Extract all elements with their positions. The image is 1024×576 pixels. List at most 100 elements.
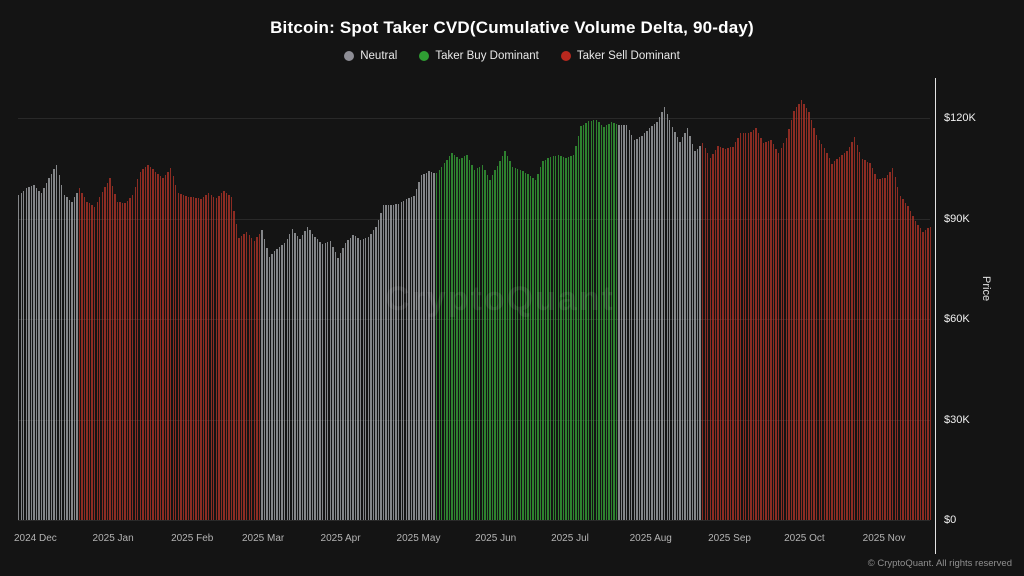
price-bar	[803, 104, 805, 520]
price-bar	[284, 243, 286, 520]
price-bar	[471, 164, 473, 520]
price-bar	[142, 169, 144, 520]
x-tick-label: 2025 May	[396, 533, 441, 544]
price-bar	[479, 166, 481, 520]
price-bar	[334, 252, 337, 520]
price-bar	[101, 191, 103, 520]
legend-label: Taker Buy Dominant	[435, 50, 539, 62]
price-bar	[491, 174, 494, 520]
price-bar	[828, 158, 831, 520]
price-bar	[147, 164, 149, 520]
legend-dot-icon	[344, 51, 355, 61]
price-bar	[527, 173, 529, 520]
price-bar	[826, 153, 828, 520]
copyright: © CryptoQuant. All rights reserved	[867, 558, 1012, 569]
price-bar	[58, 174, 60, 520]
price-bar	[271, 254, 273, 520]
price-bar	[717, 145, 719, 520]
price-bar	[666, 113, 668, 520]
price-bar	[187, 196, 190, 520]
legend-item-taker-sell-dominant[interactable]: Taker Sell Dominant	[560, 50, 680, 62]
price-bar	[651, 126, 653, 520]
price-bar	[818, 139, 820, 520]
price-bar	[365, 237, 367, 520]
price-bar	[628, 129, 630, 520]
price-bar	[149, 167, 152, 520]
price-bar	[172, 176, 174, 520]
price-bar	[514, 167, 516, 520]
price-bar	[354, 236, 357, 520]
price-bar	[205, 195, 207, 520]
price-bar	[874, 173, 876, 520]
price-bar	[532, 177, 534, 520]
price-bar	[415, 188, 418, 520]
legend-item-taker-buy-dominant[interactable]: Taker Buy Dominant	[419, 50, 539, 62]
price-bar	[170, 168, 172, 521]
price-bar	[770, 140, 772, 520]
price-bar	[843, 153, 846, 520]
price-bar	[496, 165, 499, 520]
price-bar	[550, 156, 552, 520]
price-bar	[162, 178, 164, 520]
price-bar	[408, 197, 410, 520]
x-tick-label: 2025 Sep	[708, 533, 751, 544]
price-bar	[466, 154, 468, 520]
price-bar	[225, 192, 228, 520]
price-bar	[420, 174, 423, 520]
price-bar	[772, 144, 775, 520]
price-bar	[719, 146, 722, 520]
price-bar	[139, 171, 141, 520]
price-bar	[190, 196, 192, 520]
price-bar	[210, 194, 212, 520]
price-bar	[164, 174, 167, 520]
price-bar	[410, 196, 413, 520]
gridline	[18, 520, 930, 521]
price-bar	[707, 152, 709, 520]
price-bar	[884, 178, 886, 520]
price-bar	[924, 230, 927, 520]
price-bar	[273, 251, 276, 520]
price-bar	[894, 177, 896, 520]
price-bar	[851, 142, 853, 520]
price-bar	[575, 145, 577, 520]
y-tick-label: $120K	[944, 112, 976, 124]
x-tick-label: 2025 Jul	[551, 533, 589, 544]
price-bar	[841, 154, 843, 520]
price-bar	[294, 232, 296, 520]
price-bar	[463, 156, 466, 520]
price-bar	[671, 126, 673, 520]
price-bar	[235, 224, 238, 520]
price-bar	[608, 123, 610, 520]
price-bar	[833, 161, 836, 520]
price-bar	[869, 162, 871, 520]
price-bar	[580, 126, 582, 520]
price-bar	[228, 195, 230, 520]
y-tick-label: $90K	[944, 212, 970, 225]
price-bar	[392, 204, 395, 520]
price-bar	[565, 157, 567, 520]
price-bar	[243, 233, 245, 520]
price-bar	[291, 229, 293, 520]
price-bar	[456, 156, 458, 520]
price-bar	[385, 205, 387, 520]
price-bar	[390, 205, 392, 520]
legend-label: Neutral	[360, 50, 398, 62]
y-tick-label: $30K	[944, 413, 970, 426]
price-bar	[48, 178, 50, 520]
price-bar	[76, 192, 78, 520]
price-bar	[398, 204, 400, 520]
price-bar	[45, 183, 48, 520]
price-bar	[468, 159, 471, 520]
price-bar	[537, 173, 539, 520]
price-bar	[866, 161, 869, 520]
price-bar	[380, 212, 382, 520]
price-bar	[322, 243, 324, 520]
legend-item-neutral[interactable]: Neutral	[344, 50, 397, 62]
x-tick-label: 2025 Jun	[475, 533, 517, 544]
price-bar	[25, 188, 27, 520]
price-bar	[344, 243, 347, 520]
price-bar	[778, 152, 780, 520]
price-bar	[251, 238, 253, 520]
price-bar	[864, 160, 866, 520]
